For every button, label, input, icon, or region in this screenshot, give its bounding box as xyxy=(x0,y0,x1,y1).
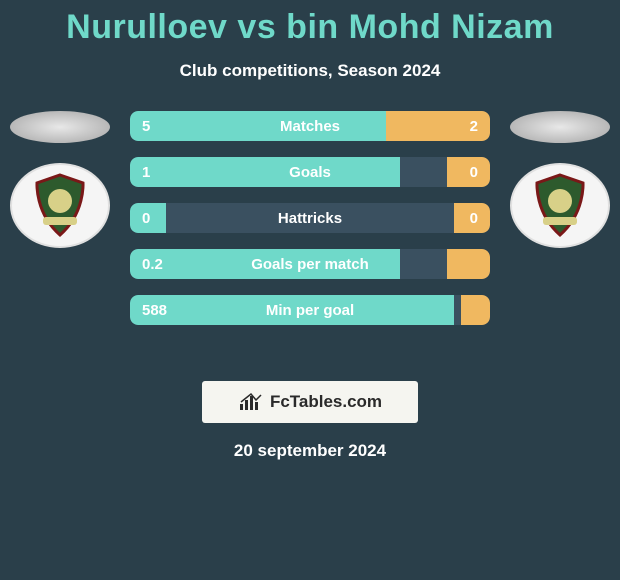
stat-label: Min per goal xyxy=(130,302,490,319)
page-title: Nurulloev vs bin Mohd Nizam xyxy=(0,0,620,47)
stat-row: 0.2 Goals per match xyxy=(130,249,490,279)
stat-label: Hattricks xyxy=(130,210,490,227)
chart-icon xyxy=(238,392,264,412)
date-text: 20 september 2024 xyxy=(0,441,620,461)
brand-text: FcTables.com xyxy=(270,392,382,412)
stat-label: Matches xyxy=(130,118,490,135)
player-right-column xyxy=(510,111,610,248)
stat-bars: 5 Matches 2 1 Goals 0 0 Hattricks 0 xyxy=(130,111,490,325)
stat-label: Goals xyxy=(130,164,490,181)
club-badge-right xyxy=(510,163,610,248)
player-left-column xyxy=(10,111,110,248)
stat-value-right: 2 xyxy=(470,118,478,135)
stat-value-right: 0 xyxy=(470,210,478,227)
stat-row: 5 Matches 2 xyxy=(130,111,490,141)
stat-row: 1 Goals 0 xyxy=(130,157,490,187)
avatar-left xyxy=(10,111,110,143)
shield-icon xyxy=(531,173,589,238)
stat-row: 0 Hattricks 0 xyxy=(130,203,490,233)
stat-row: 588 Min per goal xyxy=(130,295,490,325)
stat-label: Goals per match xyxy=(130,256,490,273)
club-badge-left xyxy=(10,163,110,248)
content-area: 5 Matches 2 1 Goals 0 0 Hattricks 0 xyxy=(0,111,620,361)
brand-box: FcTables.com xyxy=(202,381,418,423)
stat-value-right: 0 xyxy=(470,164,478,181)
shield-icon xyxy=(31,173,89,238)
subtitle: Club competitions, Season 2024 xyxy=(0,61,620,81)
avatar-right xyxy=(510,111,610,143)
comparison-infographic: Nurulloev vs bin Mohd Nizam Club competi… xyxy=(0,0,620,580)
